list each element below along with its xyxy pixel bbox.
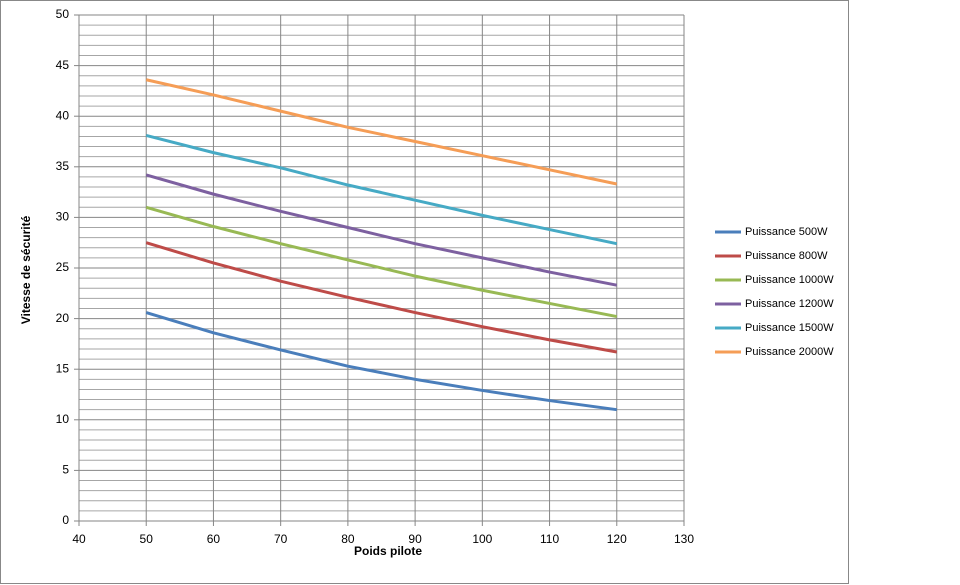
x-tick-label: 130 <box>674 532 694 546</box>
y-tick-label: 20 <box>56 311 70 325</box>
legend-label: Puissance 1500W <box>745 322 834 334</box>
series-line <box>145 241 618 354</box>
y-tick-label: 5 <box>62 463 69 477</box>
series-line <box>145 205 618 319</box>
series-line <box>145 311 617 412</box>
x-tick-label: 100 <box>472 532 492 546</box>
y-tick-label: 0 <box>62 513 69 527</box>
x-axis-title: Poids pilote <box>354 544 422 558</box>
y-axis-title: Vitesse de sécurité <box>19 215 33 324</box>
y-tick-label: 25 <box>56 260 70 274</box>
x-tick-label: 60 <box>207 532 221 546</box>
series-line <box>145 78 618 186</box>
x-tick-label: 50 <box>140 532 154 546</box>
y-tick-label: 40 <box>56 108 70 122</box>
series-line <box>145 133 618 246</box>
x-tick-label: 120 <box>607 532 627 546</box>
y-tick-label: 30 <box>56 210 70 224</box>
legend-label: Puissance 2000W <box>745 346 834 358</box>
x-tick-label: 70 <box>274 532 288 546</box>
x-tick-label: 90 <box>408 532 422 546</box>
x-tick-label: 40 <box>72 532 86 546</box>
legend-label: Puissance 800W <box>745 250 828 262</box>
y-tick-label: 50 <box>56 7 70 21</box>
legend-label: Puissance 500W <box>745 226 828 238</box>
x-tick-label: 110 <box>540 532 559 546</box>
x-tick-label: 80 <box>341 532 355 546</box>
legend-label: Puissance 1000W <box>745 274 834 286</box>
y-tick-label: 10 <box>56 412 70 426</box>
legend-label: Puissance 1200W <box>745 298 834 310</box>
y-tick-label: 45 <box>56 58 70 72</box>
series-line <box>145 173 618 287</box>
y-tick-label: 35 <box>56 159 70 173</box>
chart-border <box>0 0 849 584</box>
y-tick-label: 15 <box>56 361 70 375</box>
